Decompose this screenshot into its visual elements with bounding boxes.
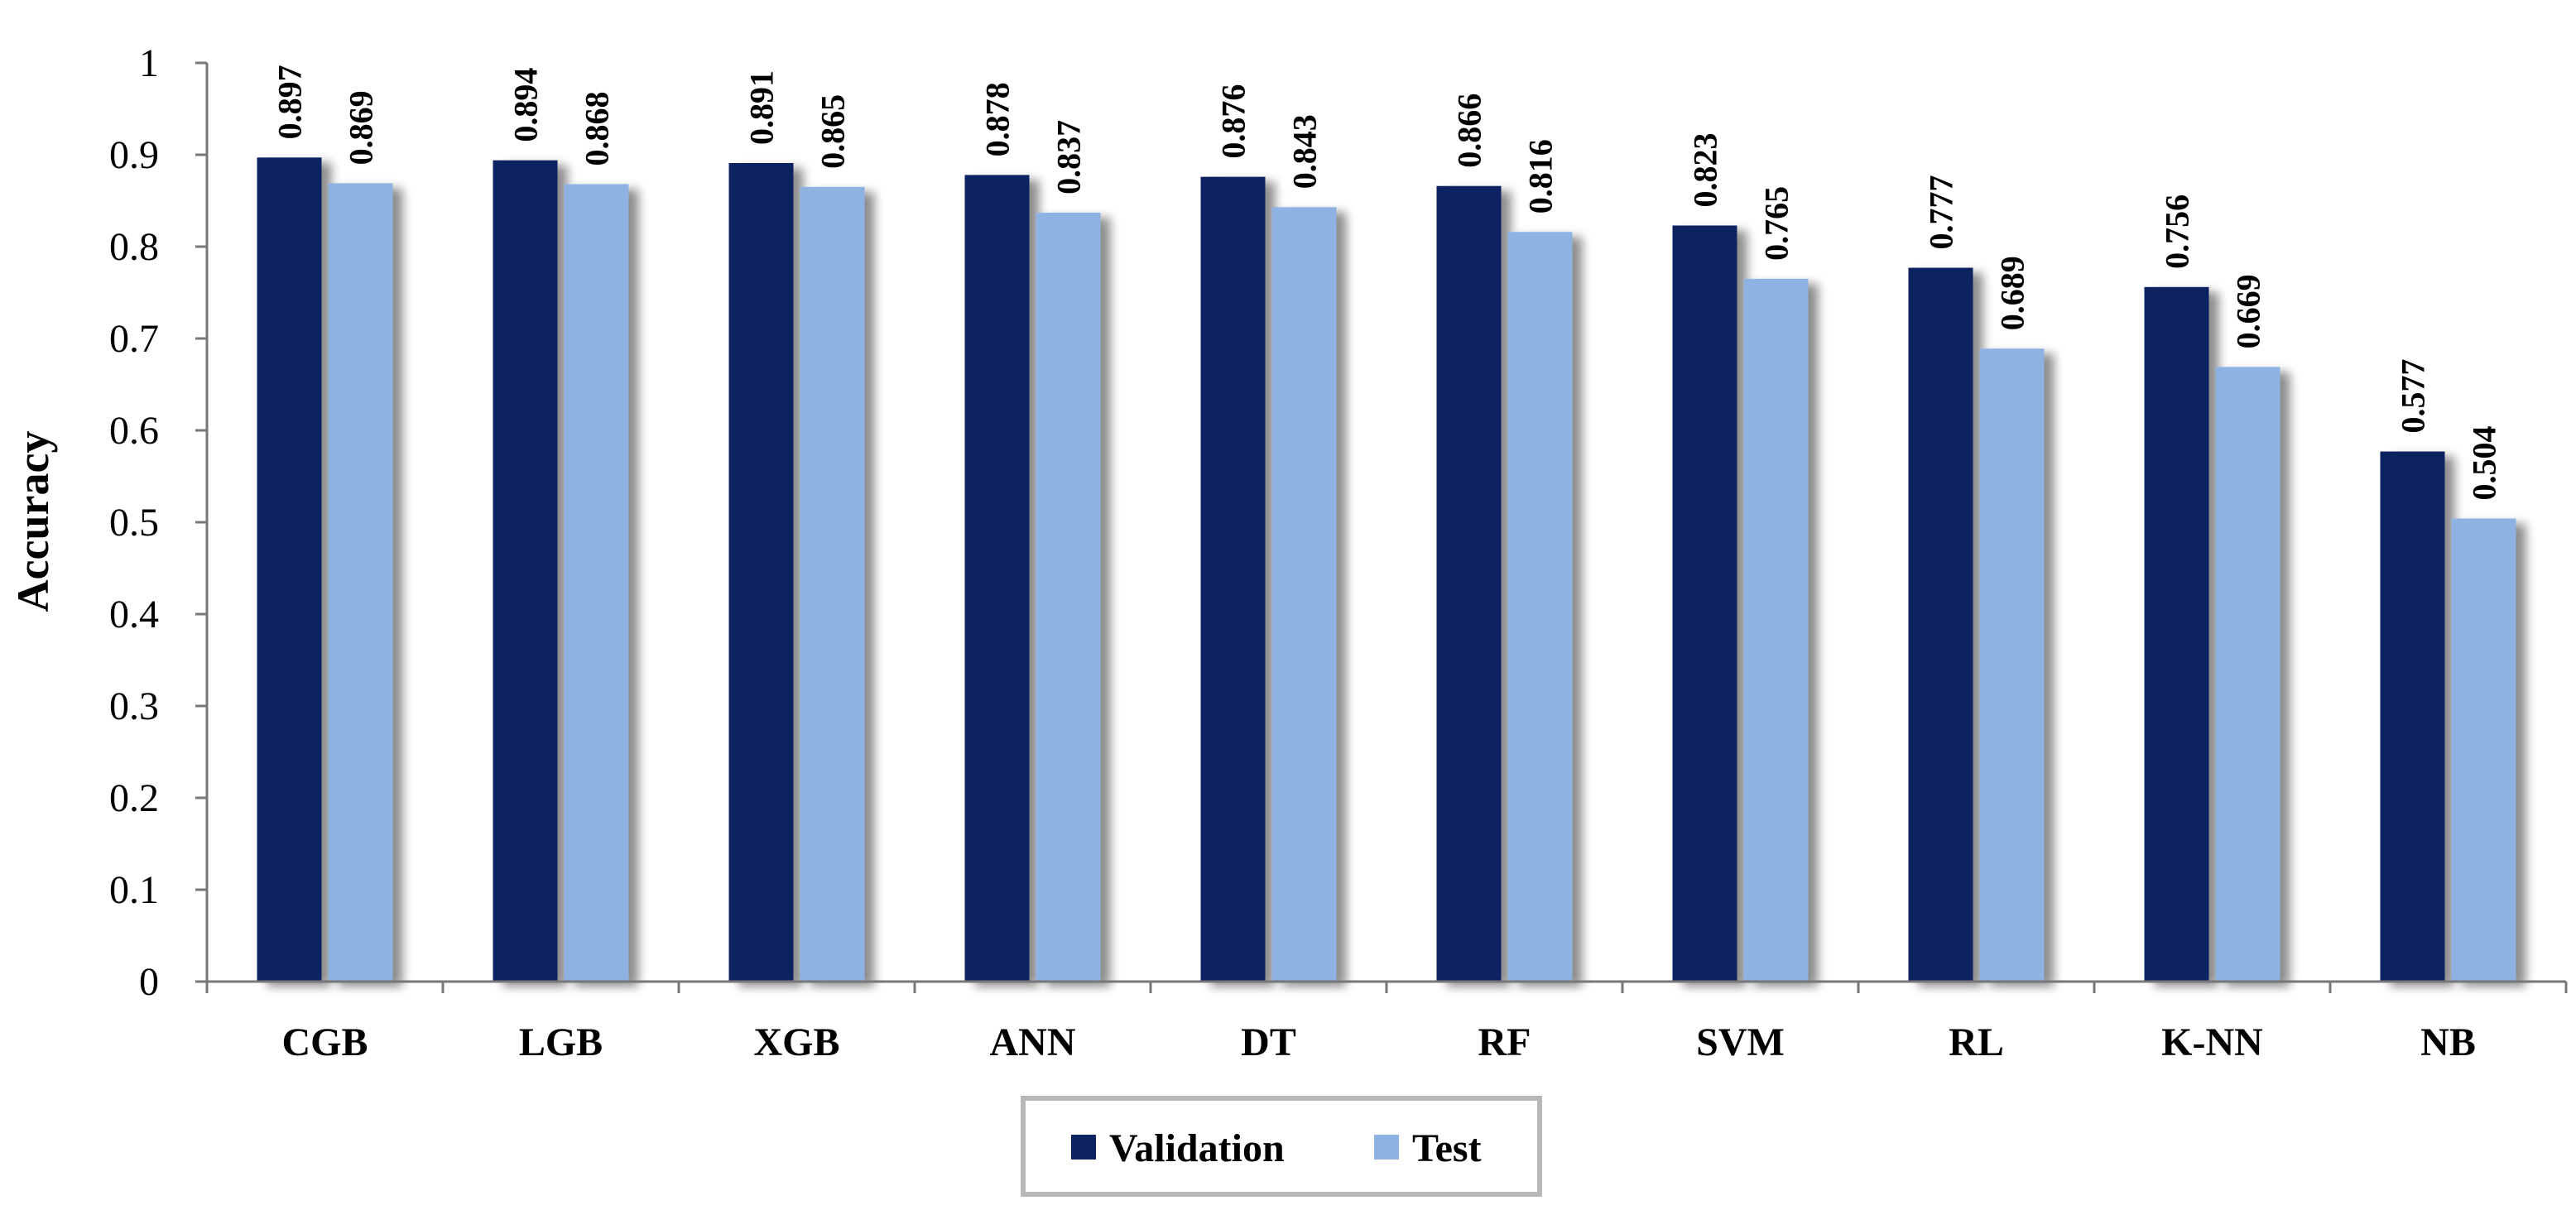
bar-validation-ann xyxy=(964,175,1030,982)
bar-test-cgb xyxy=(328,183,393,982)
value-label-test-nb: 0.504 xyxy=(2466,426,2503,501)
bar-test-nb xyxy=(2451,518,2516,982)
y-tick-label: 0.9 xyxy=(109,133,159,177)
y-tick-label: 0.6 xyxy=(109,409,159,453)
bar-validation-svm xyxy=(1672,225,1737,982)
bar-validation-rf xyxy=(1436,185,1502,982)
bar-validation-dt xyxy=(1200,176,1266,982)
bar-test-dt xyxy=(1271,207,1337,982)
category-label-dt: DT xyxy=(1241,1020,1296,1064)
y-tick-label: 0.2 xyxy=(109,776,159,820)
category-label-nb: NB xyxy=(2420,1020,2476,1064)
bar-validation-xgb xyxy=(728,162,794,982)
value-label-validation-cgb: 0.897 xyxy=(272,65,309,139)
value-label-validation-dt: 0.876 xyxy=(1215,84,1252,159)
value-label-test-svm: 0.765 xyxy=(1758,186,1795,261)
y-tick-label: 0.4 xyxy=(109,593,159,636)
y-tick-label: 1 xyxy=(139,41,159,85)
bar-test-xgb xyxy=(800,186,865,982)
y-tick-label: 0.3 xyxy=(109,684,159,728)
value-label-test-dt: 0.843 xyxy=(1286,114,1324,189)
category-label-ann: ANN xyxy=(990,1020,1076,1064)
category-label-k-nn: K-NN xyxy=(2161,1020,2263,1064)
legend-box xyxy=(1021,1096,1542,1197)
y-tick-label: 0 xyxy=(139,960,159,1004)
value-label-test-k-nn: 0.669 xyxy=(2230,274,2267,348)
y-tick-label: 0.7 xyxy=(109,317,159,361)
category-label-rf: RF xyxy=(1478,1020,1531,1064)
bar-validation-k-nn xyxy=(2144,286,2209,982)
value-label-validation-nb: 0.577 xyxy=(2395,359,2432,434)
y-tick-label: 0.5 xyxy=(109,501,159,545)
legend-swatch-validation xyxy=(1071,1135,1096,1160)
bar-validation-cgb xyxy=(257,157,322,982)
bar-validation-nb xyxy=(2380,451,2445,982)
value-label-test-ann: 0.837 xyxy=(1050,120,1088,194)
bar-validation-lgb xyxy=(493,160,558,982)
category-label-svm: SVM xyxy=(1696,1020,1785,1064)
value-label-validation-rl: 0.777 xyxy=(1923,175,1960,250)
legend-label-validation: Validation xyxy=(1109,1126,1285,1170)
y-axis-title: Accuracy xyxy=(8,431,58,612)
category-label-rl: RL xyxy=(1949,1020,2004,1064)
bar-test-k-nn xyxy=(2215,367,2280,982)
value-label-validation-rf: 0.866 xyxy=(1451,94,1488,168)
legend: Validation Test xyxy=(1021,1096,1542,1197)
bar-test-rl xyxy=(1979,348,2045,982)
bar-test-ann xyxy=(1036,212,1101,982)
value-label-test-rf: 0.816 xyxy=(1522,139,1560,214)
value-label-test-cgb: 0.869 xyxy=(343,90,380,165)
value-label-validation-svm: 0.823 xyxy=(1687,132,1724,207)
category-label-cgb: CGB xyxy=(281,1020,368,1064)
bar-test-svm xyxy=(1743,278,1809,982)
category-label-lgb: LGB xyxy=(519,1020,603,1064)
y-tick-label: 0.1 xyxy=(109,868,159,912)
value-label-test-xgb: 0.865 xyxy=(815,94,852,169)
value-label-validation-k-nn: 0.756 xyxy=(2159,194,2196,269)
value-label-test-lgb: 0.868 xyxy=(579,92,616,166)
bar-test-rf xyxy=(1507,232,1573,982)
bar-test-lgb xyxy=(564,184,629,982)
y-tick-label: 0.8 xyxy=(109,225,159,269)
bar-validation-rl xyxy=(1908,267,1973,982)
value-label-validation-xgb: 0.891 xyxy=(743,70,781,145)
category-label-xgb: XGB xyxy=(753,1020,839,1064)
legend-label-test: Test xyxy=(1412,1126,1482,1170)
value-label-validation-lgb: 0.894 xyxy=(507,68,545,142)
legend-swatch-test xyxy=(1374,1135,1399,1160)
value-label-validation-ann: 0.878 xyxy=(979,82,1016,156)
value-label-test-rl: 0.689 xyxy=(1994,256,2031,330)
